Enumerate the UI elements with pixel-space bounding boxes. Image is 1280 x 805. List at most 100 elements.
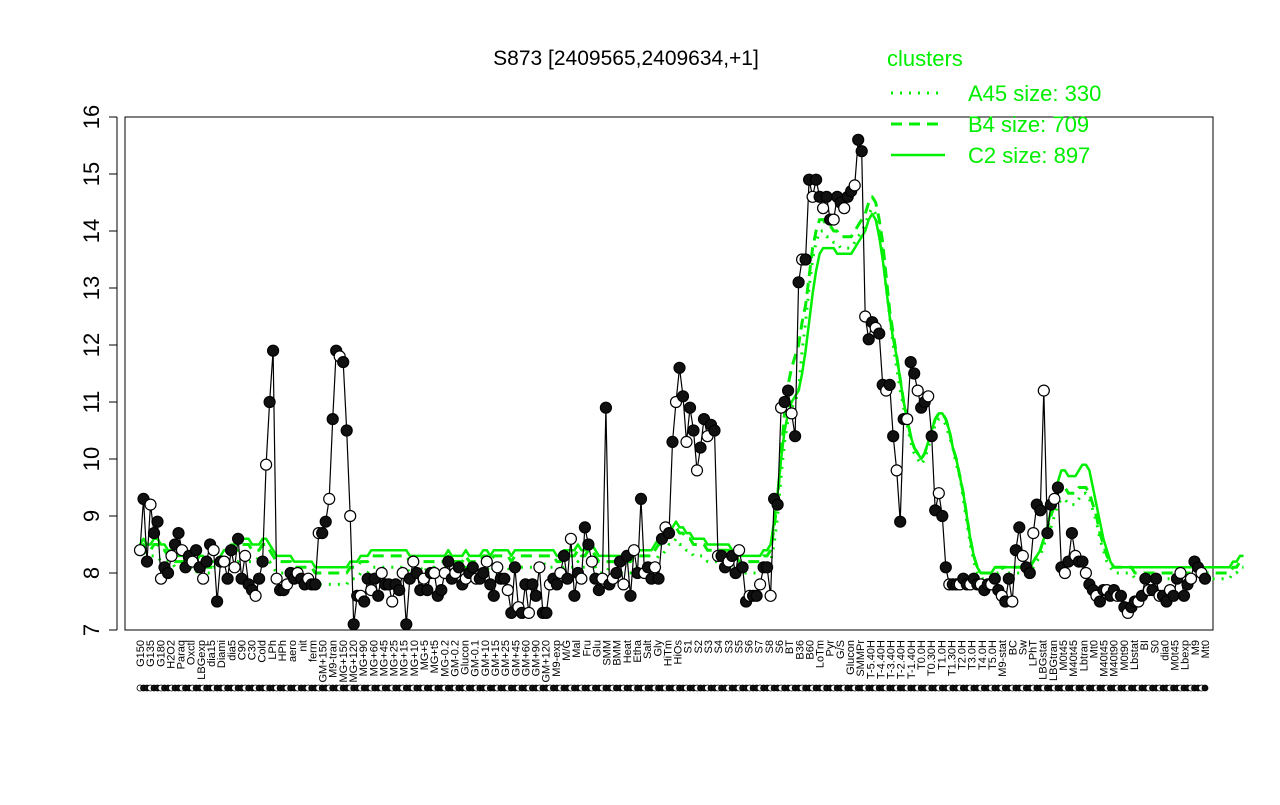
data-point (922, 390, 935, 403)
y-tick-label: 8 (79, 567, 104, 579)
data-point (1177, 589, 1191, 602)
x-tick-label: GM+150 (318, 640, 330, 683)
data-point (564, 532, 578, 545)
data-point (249, 589, 262, 602)
data-point (253, 572, 266, 585)
x-tick-label: MG+90 (358, 640, 370, 676)
x-tick-label: T1.0H (936, 640, 948, 670)
x-tick-label: LPh (267, 640, 279, 660)
x-tick-label: BMM (612, 640, 624, 666)
data-point (442, 555, 455, 568)
x-tick-label: GM+15 (490, 640, 502, 676)
x-tick-label: dia5 (226, 640, 238, 661)
x-tick-label: Glu (591, 640, 603, 657)
data-point (1058, 566, 1072, 580)
data-point (526, 578, 539, 591)
x-tick-label: GM+90 (531, 640, 543, 676)
data-point (144, 498, 157, 511)
x-tick-label: M0t90 (1119, 640, 1131, 671)
data-point (316, 526, 329, 540)
data-point (617, 578, 630, 591)
data-point (750, 589, 763, 602)
x-tick-label: S7 (754, 640, 766, 653)
data-point (358, 595, 371, 608)
x-tick-label: BC (1007, 640, 1019, 655)
x-tick-label: S8 (764, 640, 776, 653)
data-point (890, 464, 903, 477)
data-point (1167, 589, 1180, 602)
data-point (480, 555, 493, 568)
data-point (1041, 526, 1054, 540)
data-point (936, 509, 949, 523)
x-tick-label: GM-0.2 (449, 640, 461, 677)
x-tick-label: MG+5 (419, 640, 431, 670)
data-point (690, 464, 704, 477)
data-point (694, 441, 707, 454)
x-tick-label: MG+15 (399, 640, 411, 676)
x-tick-labels: G150G135G180H2O2ParaqOxctlLBGexpdia15Dia… (135, 639, 1212, 682)
data-point (147, 526, 161, 540)
data-point (421, 583, 434, 597)
data-point (883, 378, 896, 391)
data-point (852, 133, 865, 146)
data-point (1016, 549, 1029, 563)
cluster-line-solid (138, 212, 1244, 575)
data-point (1006, 595, 1019, 608)
data-point (666, 435, 679, 448)
data-point (662, 526, 676, 540)
data-point (372, 589, 385, 602)
data-point (932, 487, 945, 500)
data-point (508, 561, 522, 574)
data-point (1037, 384, 1050, 397)
chart-title: S873 [2409565,2409634,+1] (493, 47, 759, 70)
data-point (862, 333, 875, 346)
data-point (634, 492, 648, 505)
data-point (323, 492, 336, 505)
x-tick-label: T0.30H (926, 640, 938, 676)
axes-group: 7 8 9 10 11 12 13 14 15 16 (79, 105, 1214, 636)
data-point (575, 572, 588, 585)
x-tick-label: HPh (277, 640, 289, 661)
data-point (393, 583, 406, 597)
data-point (435, 583, 448, 597)
x-tick-label: M9-tran (328, 640, 340, 678)
data-point (529, 589, 543, 602)
x-tick-label: M9 (1190, 640, 1202, 655)
data-point (901, 413, 914, 426)
x-tick-label: Mt0 (1088, 640, 1100, 658)
x-tick-label: M40t90 (1109, 640, 1121, 677)
x-tick-label: BT (784, 640, 796, 654)
data-point (375, 566, 388, 580)
data-point (788, 430, 802, 443)
x-tick-label: LBGexp (196, 640, 208, 680)
x-tick-label: M40t45 (1099, 640, 1111, 677)
data-point (673, 361, 686, 374)
x-tick-label: MG+60 (368, 640, 380, 676)
x-tick-label: GM+60 (520, 640, 532, 676)
data-point (838, 202, 851, 215)
data-point (407, 555, 420, 568)
x-tick-label: G150 (135, 640, 147, 667)
data-point (624, 589, 637, 602)
x-tick-label: LPhT (1028, 640, 1040, 667)
data-point (1076, 555, 1089, 568)
data-point (487, 589, 500, 602)
x-tick-label: B36 (794, 640, 806, 660)
x-tick-label: T4.0H (977, 640, 989, 670)
data-point (676, 390, 690, 403)
x-tick-label: M/G (561, 640, 573, 661)
x-tick-label: S5 (733, 640, 745, 653)
x-tick-label: Mt0 (1200, 640, 1212, 658)
data-point (228, 561, 241, 574)
data-point (911, 384, 924, 397)
data-point (1023, 566, 1036, 580)
data-point (1002, 572, 1015, 585)
data-point (894, 515, 907, 528)
x-tick-label: M9-exp (551, 640, 563, 677)
data-point (687, 424, 700, 437)
data-point (785, 407, 798, 420)
data-point (732, 544, 746, 557)
data-point (568, 589, 581, 602)
data-point (1149, 572, 1163, 585)
